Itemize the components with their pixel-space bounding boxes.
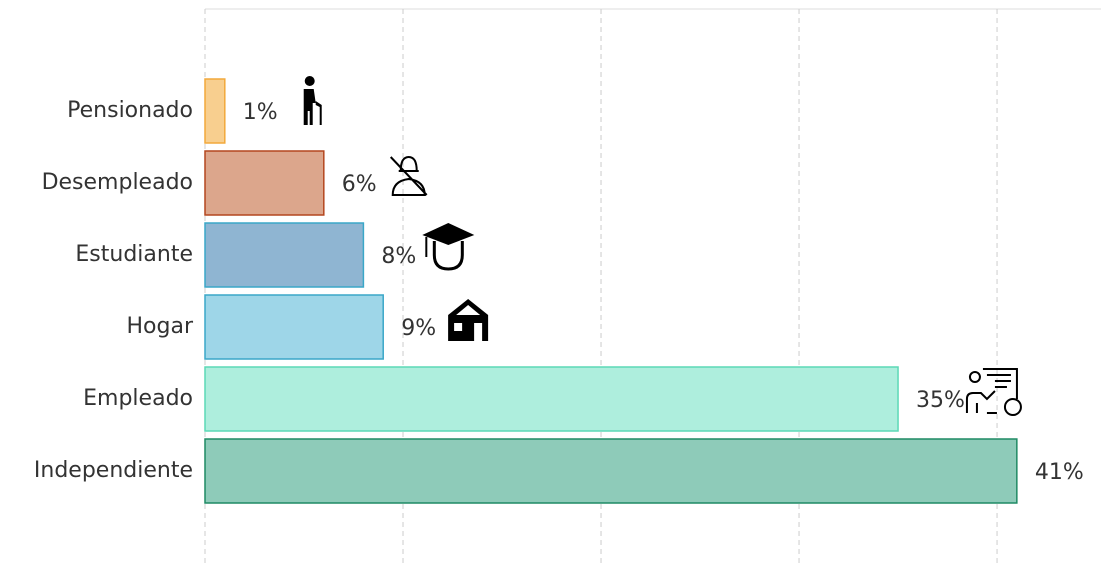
bar bbox=[204, 222, 365, 288]
category-icon bbox=[303, 76, 322, 125]
icon bbox=[422, 223, 475, 245]
icon bbox=[454, 305, 483, 341]
data-label: 1% bbox=[243, 100, 278, 125]
bar bbox=[204, 438, 1018, 504]
icon bbox=[432, 241, 464, 271]
icon bbox=[1003, 398, 1022, 416]
y-tick-label: Independiente bbox=[34, 458, 193, 483]
y-tick-label: Hogar bbox=[127, 314, 194, 339]
data-label: 6% bbox=[342, 172, 377, 197]
data-label: 35% bbox=[916, 388, 965, 413]
y-tick-label: Estudiante bbox=[75, 242, 193, 267]
bar bbox=[204, 78, 226, 144]
bar bbox=[204, 294, 384, 360]
category-icon bbox=[422, 223, 475, 271]
data-label: 8% bbox=[381, 244, 416, 269]
data-label: 41% bbox=[1035, 460, 1084, 485]
y-tick-label: Empleado bbox=[83, 386, 193, 411]
category-icon bbox=[389, 155, 428, 196]
icon bbox=[965, 368, 1018, 414]
category-icon bbox=[965, 368, 1022, 416]
category-icon bbox=[448, 299, 489, 341]
icon bbox=[968, 371, 981, 383]
bar bbox=[204, 150, 325, 216]
y-tick-label: Pensionado bbox=[67, 98, 193, 123]
bar bbox=[204, 366, 899, 432]
icon bbox=[303, 89, 322, 125]
icon bbox=[389, 155, 428, 196]
y-tick-label: Desempleado bbox=[42, 170, 193, 195]
data-label: 9% bbox=[401, 316, 436, 341]
icon bbox=[304, 76, 315, 86]
